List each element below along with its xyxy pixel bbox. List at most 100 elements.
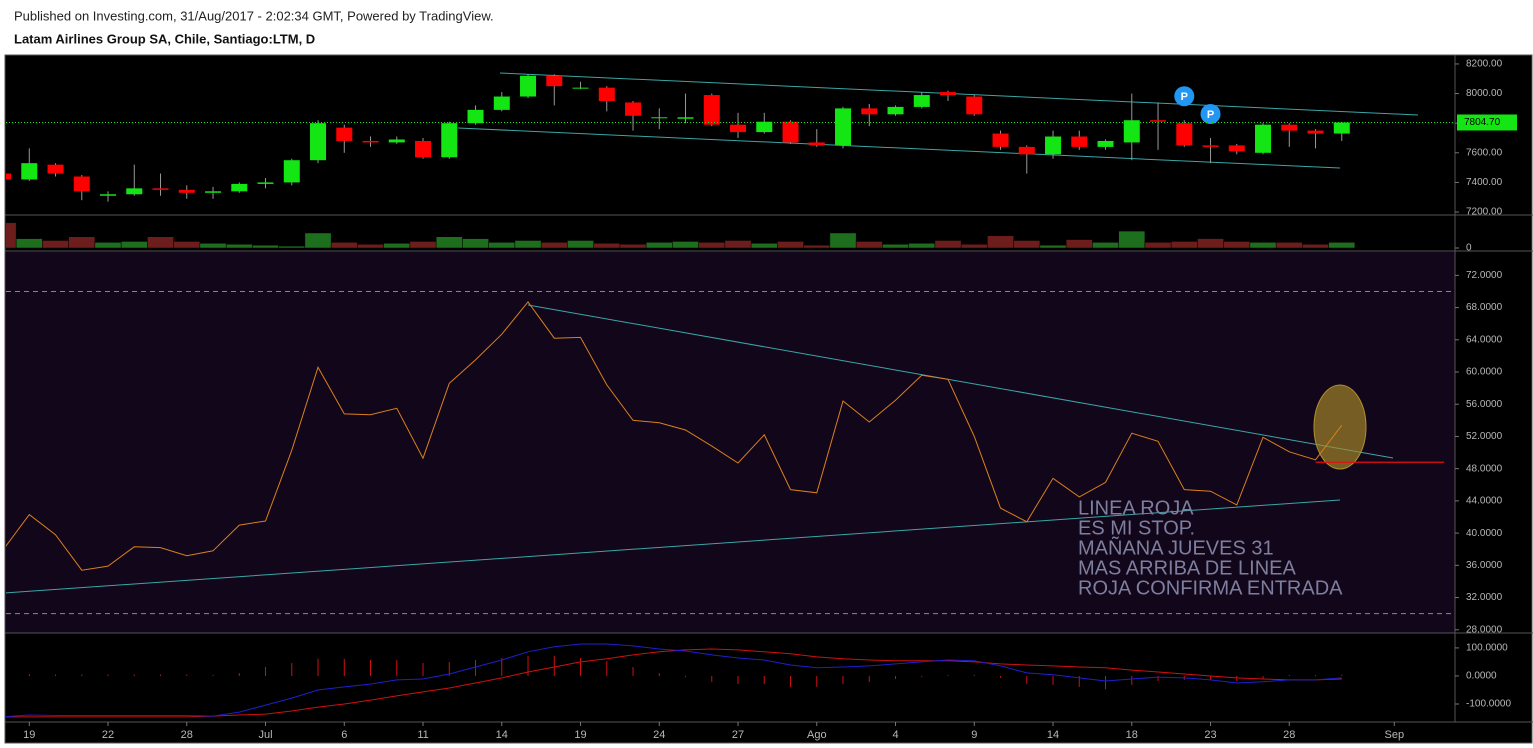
candle-body [1307, 130, 1324, 134]
candle-body [756, 121, 773, 133]
candle-body [205, 191, 222, 193]
volume-bar [1328, 242, 1356, 249]
y-tick-label: 60.0000 [1466, 367, 1503, 378]
last-price-box [1457, 114, 1517, 131]
candle-body [835, 108, 852, 146]
candle-body [966, 96, 983, 115]
volume-bar [540, 242, 568, 249]
volume-bar [987, 235, 1014, 249]
volume-bar [934, 240, 962, 249]
y-tick-label: 7400.00 [1466, 177, 1503, 188]
volume-bar [6, 222, 17, 249]
x-tick-label: 18 [1126, 729, 1138, 741]
candle-body [1202, 145, 1219, 147]
x-tick-label: Sep [1384, 729, 1404, 741]
volume-bar [1197, 238, 1224, 249]
candle-body [651, 117, 668, 119]
trendline [457, 127, 1341, 169]
x-tick-label: 28 [1283, 729, 1295, 741]
y-tick-label: 48.0000 [1466, 463, 1503, 474]
volume-bar [1144, 242, 1172, 249]
y-tick-label: 8000.00 [1466, 88, 1503, 99]
candle-body [940, 92, 957, 96]
volume-bar [698, 242, 726, 249]
candle-body [808, 142, 825, 146]
candle-body [546, 75, 563, 87]
volume-bar [777, 241, 804, 249]
volume-bar [94, 242, 122, 249]
candle-body [913, 95, 930, 107]
y-tick-label: 0 [1466, 243, 1472, 254]
marker-label: P [1181, 91, 1188, 103]
volume-bar [42, 240, 69, 249]
x-tick-label: Jul [258, 729, 272, 741]
y-tick-label: 100.0000 [1466, 643, 1508, 654]
x-tick-label: 24 [653, 729, 665, 741]
volume-bar [803, 244, 831, 249]
volume-bar [409, 241, 437, 249]
volume-bar [619, 243, 647, 249]
x-tick-label: 28 [181, 729, 193, 741]
candle-body [178, 189, 195, 193]
marker [1200, 103, 1221, 124]
y-tick-label: 7600.00 [1466, 147, 1503, 158]
volume-bar [1275, 242, 1303, 249]
volume-bar [593, 243, 621, 249]
candle-body [1176, 123, 1193, 146]
candle-body [1333, 122, 1350, 134]
volume-bar [488, 242, 516, 249]
y-tick-label: 0.0000 [1466, 671, 1497, 682]
candle-body [100, 194, 117, 196]
header: Published on Investing.com, 31/Aug/2017 … [14, 8, 494, 23]
trendline [6, 499, 1341, 594]
candle-body [467, 109, 484, 124]
candle-body [887, 106, 904, 115]
candle-body [1071, 136, 1088, 147]
candle-body [21, 163, 38, 180]
candle-body [520, 75, 537, 97]
y-tick-label: 40.0000 [1466, 528, 1503, 539]
volume-bar [1118, 230, 1146, 249]
volume-bar [724, 240, 752, 249]
candle-body [126, 188, 143, 195]
chart-title: Latam Airlines Group SA, Chile, Santiago… [14, 31, 315, 46]
x-tick-label: 19 [23, 729, 35, 741]
volume-bar [330, 242, 358, 249]
volume-bar [1249, 242, 1277, 249]
y-tick-label: 8200.00 [1466, 59, 1503, 70]
candle-body [336, 127, 353, 141]
volume-bar [960, 243, 988, 249]
y-tick-label: 64.0000 [1466, 334, 1503, 345]
volume-bar [383, 243, 411, 249]
annotation: MAÑANA JUEVES 31 [1078, 535, 1274, 559]
volume-bar [672, 241, 699, 249]
candle-body [73, 176, 90, 192]
y-tick-label: 28.0000 [1466, 624, 1503, 635]
volume-bar [435, 236, 463, 249]
candle-body [598, 87, 615, 101]
candle-body [493, 96, 510, 110]
volume-bar [1302, 243, 1329, 249]
y-tick-label: 7200.00 [1466, 207, 1503, 218]
candle-body [1228, 145, 1245, 152]
candle-body [730, 124, 747, 133]
signal-line [6, 648, 1342, 718]
x-tick-label: Ago [807, 729, 827, 741]
candle-body [310, 123, 327, 161]
candle-body [257, 182, 274, 184]
volume-bar [645, 242, 673, 249]
marker-label: P [1207, 109, 1214, 121]
candle-body [388, 139, 405, 143]
candle-body [283, 160, 300, 183]
marker [1174, 86, 1195, 107]
candle-body [1123, 120, 1140, 143]
volume-bar [462, 238, 489, 249]
x-tick-label: 19 [574, 729, 586, 741]
volume-bar [908, 243, 936, 249]
y-tick-label: 72.0000 [1466, 270, 1503, 281]
volume-bar [357, 243, 384, 249]
x-tick-label: 11 [417, 729, 428, 741]
